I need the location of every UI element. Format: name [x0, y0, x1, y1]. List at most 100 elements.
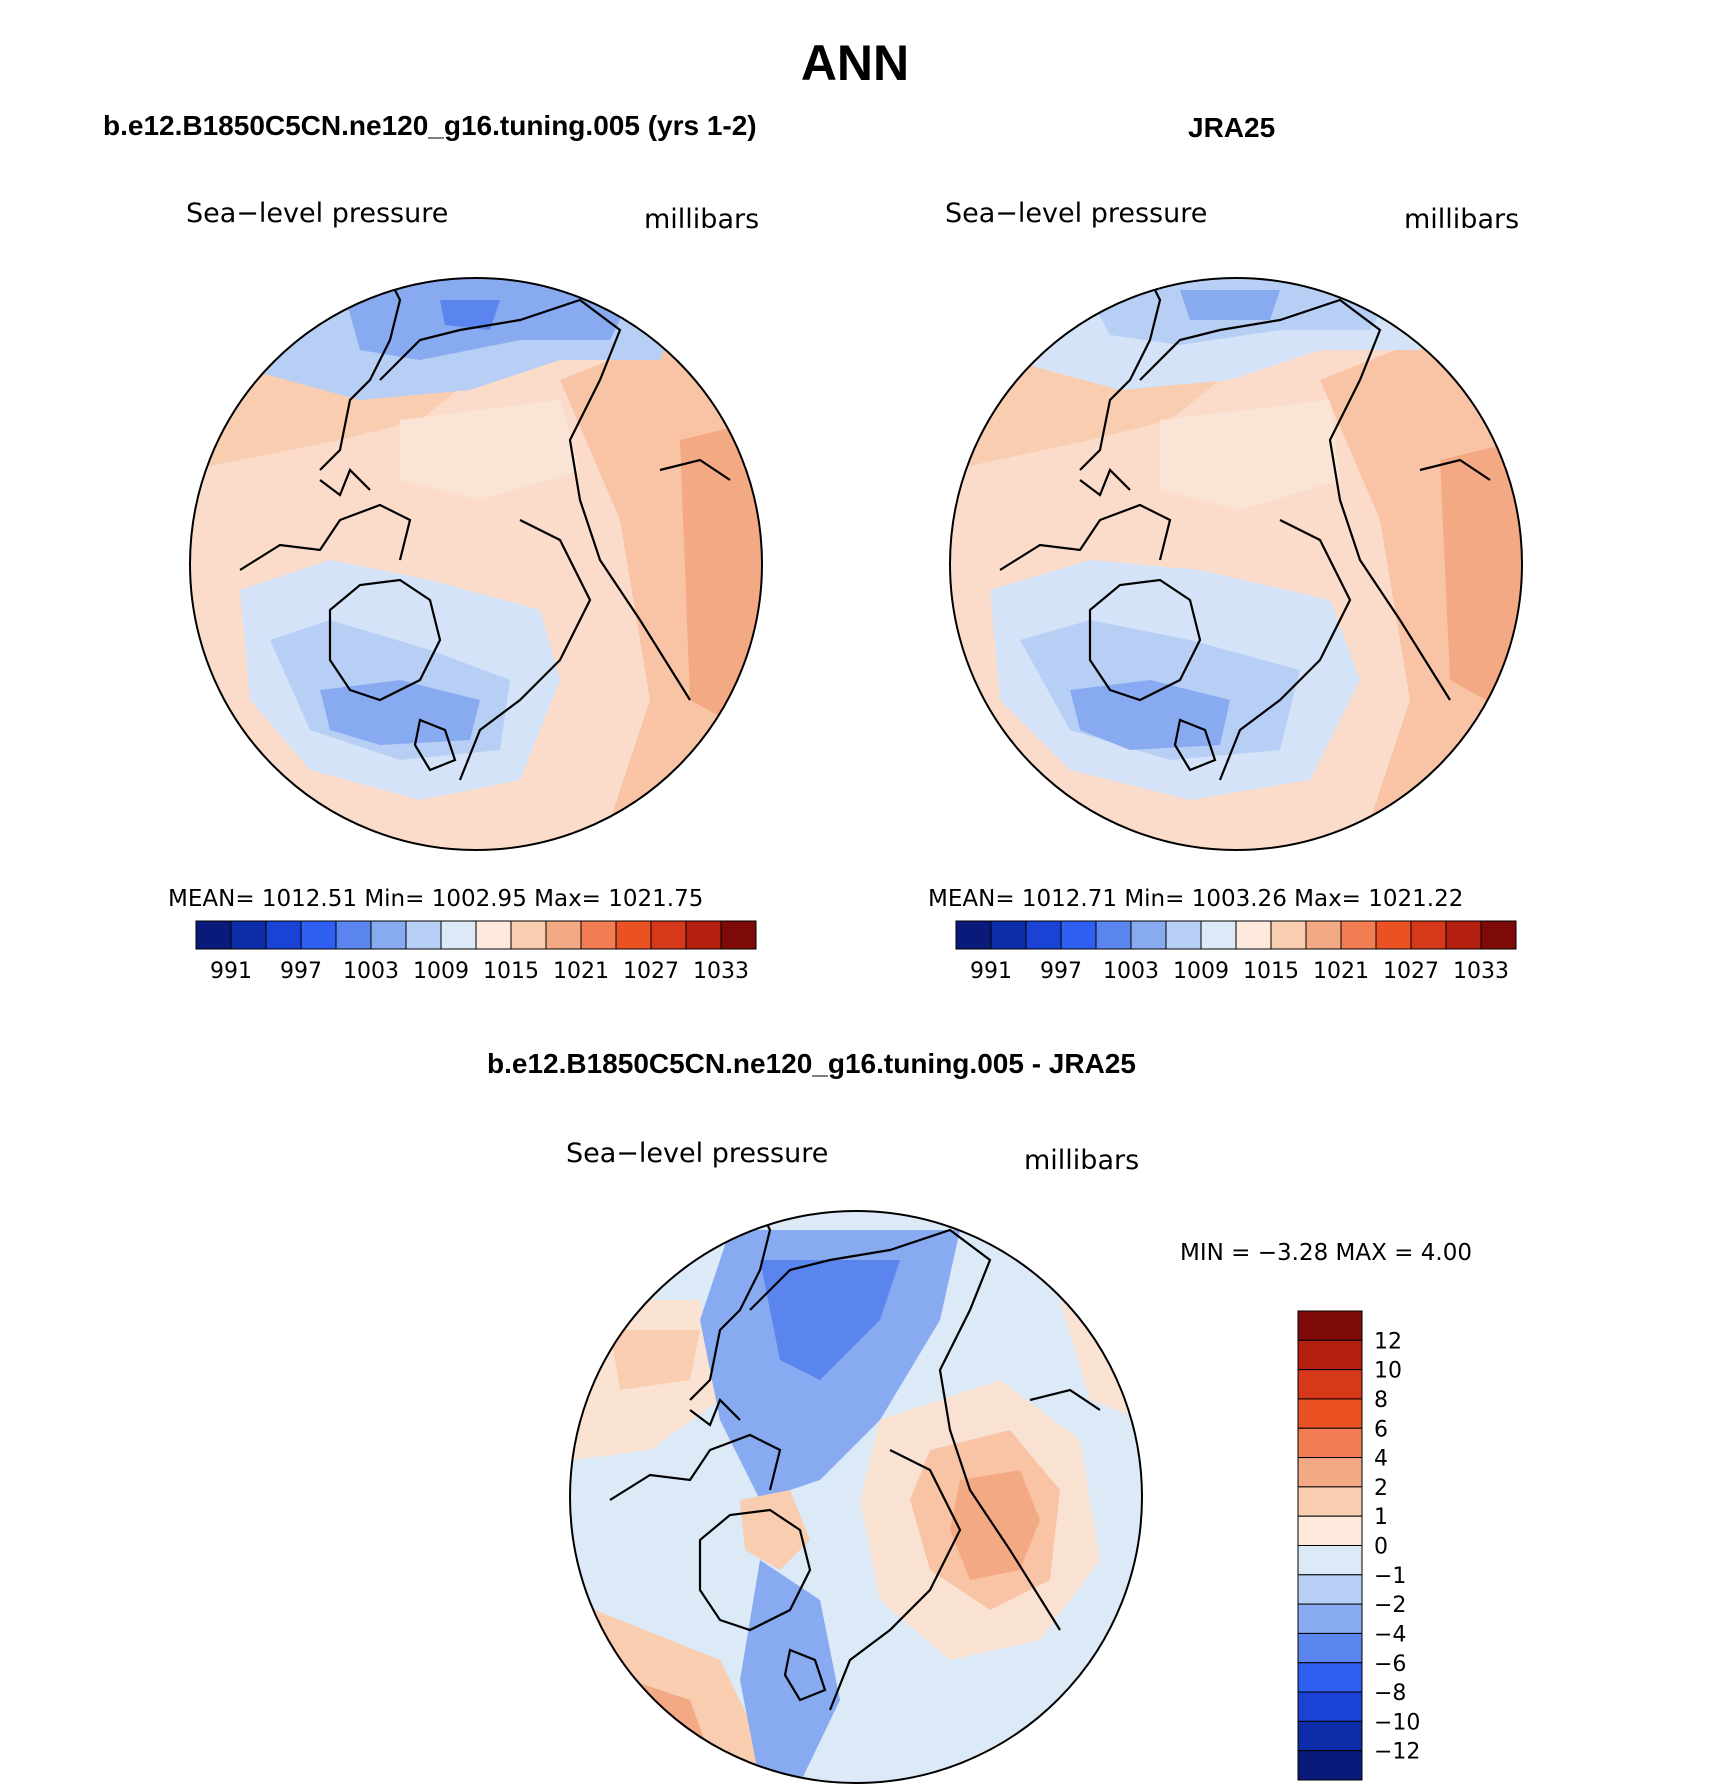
colorbar-2-tick-label: 1015: [1243, 959, 1299, 984]
map-3-region-pacific-core: [610, 1330, 700, 1390]
colorbar-3-swatch: [1297, 1427, 1363, 1459]
colorbar-2-swatch: [1410, 920, 1447, 950]
colorbar-2-swatch: [1375, 920, 1412, 950]
map-2-region-siberia: [1320, 300, 1522, 850]
colorbar-3-tick-label: 6: [1374, 1417, 1388, 1442]
colorbar-1-tick-label: 997: [280, 959, 322, 984]
map-1-region-aleutian-core: [440, 300, 500, 330]
colorbar-2-swatch: [1270, 920, 1307, 950]
colorbar-3-tick-label: 0: [1374, 1535, 1388, 1560]
colorbar-3-tick-label: −4: [1374, 1622, 1406, 1647]
colorbar-1: 991 997 1003 1009 1015 1021 1027 1033: [195, 920, 757, 984]
colorbar-1-swatch: [405, 920, 442, 950]
map-3-coastlines: [609, 1211, 1101, 1711]
colorbar-3-swatch: [1297, 1515, 1363, 1546]
map-panel-1: [189, 277, 763, 851]
colorbar-3-swatch: [1297, 1632, 1363, 1664]
map-2-boundary: [949, 277, 1523, 851]
panel-3-units-label: millibars: [1024, 1145, 1140, 1176]
panel-2-variable-label: Sea−level pressure: [945, 198, 1208, 229]
colorbar-2-tick-label: 1027: [1383, 959, 1439, 984]
colorbar-3-swatch: [1297, 1369, 1363, 1400]
colorbar-2-tick-label: 1009: [1173, 959, 1229, 984]
colorbar-2-swatch: [955, 920, 992, 950]
colorbar-3-swatch: [1297, 1750, 1363, 1781]
colorbar-1-swatch: [265, 920, 302, 950]
colorbar-2-tick-label: 997: [1040, 959, 1082, 984]
colorbar-1-swatch: [195, 920, 232, 950]
colorbar-2-swatch: [1340, 920, 1377, 950]
panel-1-variable-label: Sea−level pressure: [186, 198, 449, 229]
colorbar-2-swatch: [990, 920, 1027, 950]
colorbar-1-swatch: [510, 920, 547, 950]
colorbar-1-swatch: [370, 920, 407, 950]
map-2-region-siberian-high: [1440, 440, 1522, 720]
colorbar-2-swatch: [1060, 920, 1097, 950]
colorbar-2-swatch: [1480, 920, 1517, 950]
panel-2-units-label: millibars: [1404, 204, 1520, 235]
colorbar-2-tick-label: 1033: [1453, 959, 1509, 984]
colorbar-1-tick-label: 1027: [623, 959, 679, 984]
map-3-boundary: [569, 1210, 1143, 1784]
colorbar-3-swatch: [1297, 1545, 1363, 1576]
colorbar-2-tick-label: 1003: [1103, 959, 1159, 984]
colorbar-1-swatch: [720, 920, 757, 950]
colorbar-3-swatch: [1297, 1339, 1363, 1371]
colorbar-1-swatch: [650, 920, 687, 950]
map-3-region-greenland-positive: [740, 1490, 810, 1570]
colorbar-1-swatch: [335, 920, 372, 950]
colorbar-1-tick-label: 1015: [483, 959, 539, 984]
map-3-region-siberia-core: [950, 1470, 1040, 1580]
colorbar-3-tick-label: −2: [1374, 1593, 1406, 1618]
panel-2-stats: MEAN= 1012.71 Min= 1003.26 Max= 1021.22: [928, 886, 1464, 912]
panel-2-title: JRA25: [1188, 112, 1276, 143]
colorbar-1-swatch: [440, 920, 477, 950]
colorbar-1-swatch: [685, 920, 722, 950]
colorbar-2-swatch: [1200, 920, 1237, 950]
colorbar-3-tick-label: 1: [1374, 1505, 1388, 1530]
map-2-region-icelandic-low: [1070, 680, 1230, 750]
colorbar-1-swatch: [545, 920, 582, 950]
colorbar-1-swatch: [300, 920, 337, 950]
map-1-boundary: [189, 277, 763, 851]
colorbar-1-swatch: [580, 920, 617, 950]
map-panel-3: [569, 1210, 1143, 1784]
colorbar-3-swatch: [1297, 1662, 1363, 1693]
colorbar-2-swatch: [1025, 920, 1062, 950]
colorbar-2-swatch: [1130, 920, 1167, 950]
colorbar-3-swatch: [1297, 1720, 1363, 1752]
map-2-field: [950, 278, 1522, 850]
colorbar-3-tick-label: 10: [1374, 1359, 1402, 1384]
colorbar-3-tick-label: −10: [1374, 1710, 1420, 1735]
colorbar-1-tick-label: 991: [210, 959, 252, 984]
colorbar-3-tick-label: −12: [1374, 1740, 1420, 1765]
colorbar-3-swatch: [1297, 1457, 1363, 1488]
colorbar-1-tick-label: 1003: [343, 959, 399, 984]
map-1-region-siberian-high: [680, 420, 762, 740]
panel-3-title: b.e12.B1850C5CN.ne120_g16.tuning.005 - J…: [487, 1048, 1136, 1079]
colorbar-2-swatch: [1165, 920, 1202, 950]
colorbar-3-tick-label: −6: [1374, 1652, 1406, 1677]
colorbar-3-swatch: [1297, 1398, 1363, 1429]
colorbar-2-swatch: [1305, 920, 1342, 950]
map-1-coastlines: [239, 278, 731, 781]
figure-title: ANN: [800, 35, 910, 91]
colorbar-2-swatch: [1095, 920, 1132, 950]
colorbar-2-swatch: [1235, 920, 1272, 950]
colorbar-3-swatch: [1297, 1603, 1363, 1634]
colorbar-1-swatch: [615, 920, 652, 950]
panel-1-units-label: millibars: [644, 204, 760, 235]
colorbar-1-swatch: [230, 920, 267, 950]
map-2-coastlines: [999, 278, 1491, 781]
map-1-region-arctic-high: [400, 400, 580, 500]
panel-1-stats: MEAN= 1012.51 Min= 1002.95 Max= 1021.75: [168, 886, 704, 912]
map-2-region-aleutian-low: [1180, 290, 1280, 320]
map-panel-2: [949, 277, 1523, 851]
colorbar-3-swatch: [1297, 1574, 1363, 1605]
colorbar-2-tick-label: 1021: [1313, 959, 1369, 984]
colorbar-3-tick-label: 4: [1374, 1447, 1388, 1472]
panel-3-variable-label: Sea−level pressure: [566, 1138, 829, 1169]
colorbar-2: 991 997 1003 1009 1015 1021 1027 1033: [955, 920, 1517, 984]
